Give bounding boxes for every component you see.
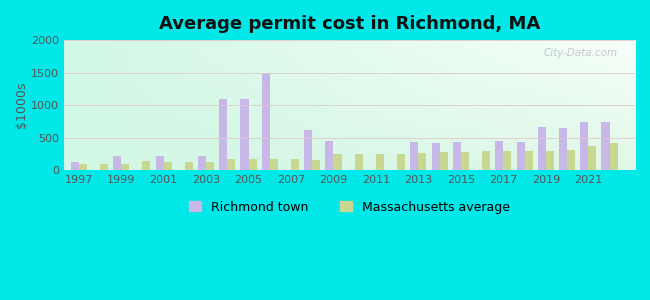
Bar bbox=[432, 143, 439, 170]
Bar bbox=[312, 160, 320, 170]
Bar bbox=[580, 122, 588, 170]
Bar bbox=[248, 159, 257, 170]
Bar bbox=[503, 151, 512, 170]
Bar bbox=[482, 151, 490, 170]
Bar bbox=[185, 162, 193, 170]
Bar bbox=[588, 146, 596, 170]
Bar bbox=[567, 150, 575, 170]
Bar bbox=[376, 154, 384, 170]
Y-axis label: $1000s: $1000s bbox=[15, 82, 28, 128]
Bar bbox=[113, 156, 121, 170]
Bar bbox=[270, 159, 278, 170]
Bar bbox=[610, 142, 617, 170]
Bar bbox=[100, 164, 108, 170]
Bar bbox=[206, 162, 214, 170]
Bar bbox=[495, 141, 503, 170]
Bar bbox=[546, 151, 554, 170]
Bar bbox=[304, 130, 312, 170]
Bar bbox=[559, 128, 567, 170]
Bar bbox=[164, 162, 172, 170]
Bar bbox=[79, 164, 86, 170]
Title: Average permit cost in Richmond, MA: Average permit cost in Richmond, MA bbox=[159, 15, 540, 33]
Bar bbox=[517, 142, 525, 170]
Bar bbox=[355, 154, 363, 170]
Bar bbox=[198, 156, 206, 170]
Bar bbox=[453, 142, 461, 170]
Bar bbox=[397, 154, 405, 170]
Bar bbox=[461, 152, 469, 170]
Bar bbox=[326, 141, 333, 170]
Bar bbox=[121, 164, 129, 170]
Bar bbox=[240, 99, 248, 170]
Bar bbox=[333, 154, 341, 170]
Bar bbox=[71, 162, 79, 170]
Bar bbox=[538, 127, 546, 170]
Bar bbox=[439, 152, 448, 170]
Bar bbox=[419, 153, 426, 170]
Bar bbox=[262, 73, 270, 170]
Bar bbox=[227, 159, 235, 170]
Text: City-Data.com: City-Data.com bbox=[544, 48, 618, 58]
Bar bbox=[291, 159, 299, 170]
Bar bbox=[142, 161, 150, 170]
Bar bbox=[155, 156, 164, 170]
Legend: Richmond town, Massachusetts average: Richmond town, Massachusetts average bbox=[183, 196, 515, 219]
Bar bbox=[601, 122, 610, 170]
Bar bbox=[410, 142, 419, 170]
Bar bbox=[219, 99, 227, 170]
Bar bbox=[525, 151, 532, 170]
